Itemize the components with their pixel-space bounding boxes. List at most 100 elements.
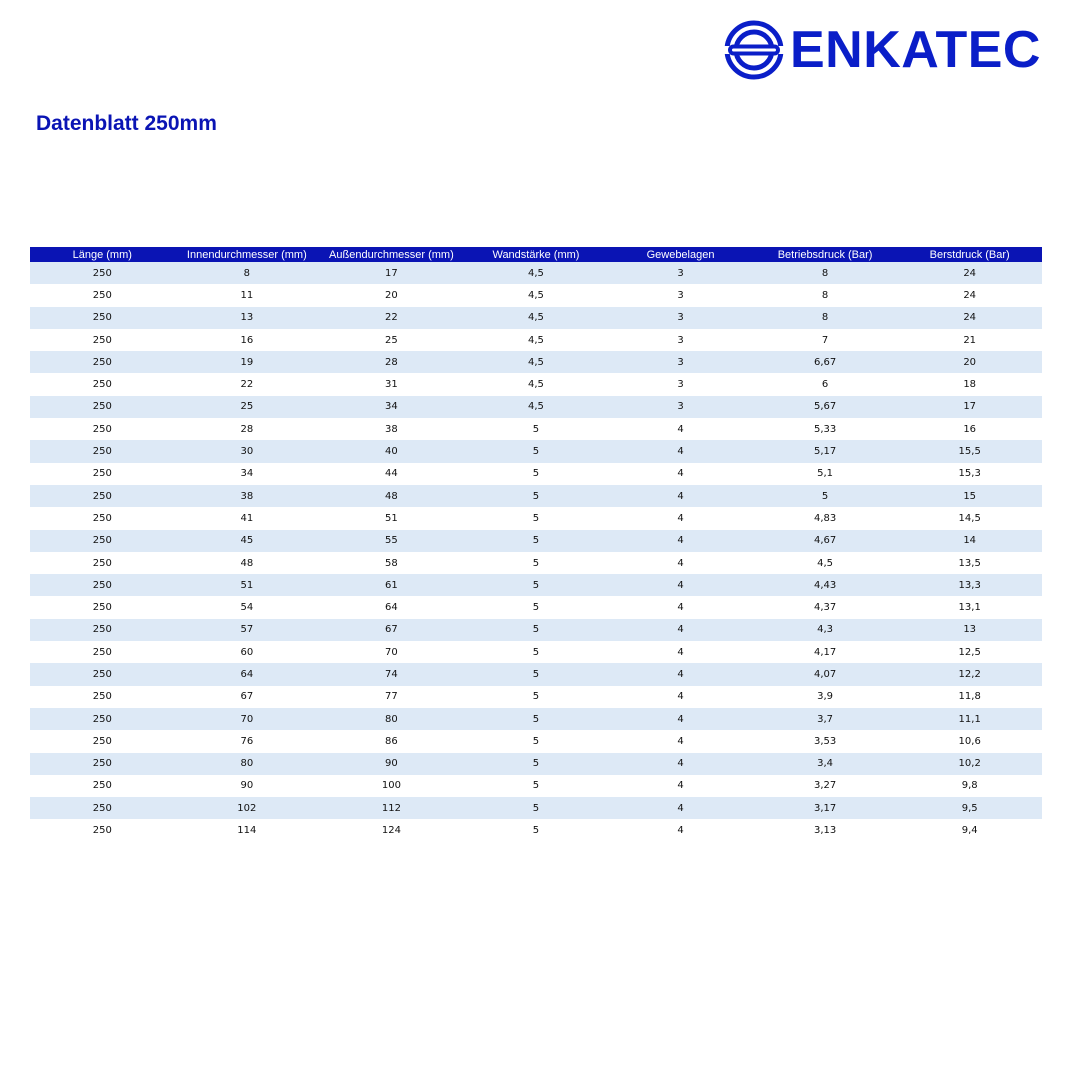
table-cell: 40 xyxy=(319,440,464,463)
table-cell: 22 xyxy=(319,306,464,329)
table-cell: 5 xyxy=(463,551,609,575)
brand-name: ENKATEC xyxy=(790,21,1041,79)
table-cell: 30 xyxy=(174,440,320,463)
table-cell: 16 xyxy=(897,418,1042,441)
table-cell: 54 xyxy=(174,596,320,619)
table-cell: 250 xyxy=(30,797,175,820)
table-cell: 4,67 xyxy=(752,529,898,552)
table-cell: 5,17 xyxy=(752,440,898,463)
table-cell: 3,9 xyxy=(752,685,898,708)
table-row: 250 13 22 4,5 3 8 24 xyxy=(30,306,1042,329)
table-cell: 11,1 xyxy=(897,707,1042,731)
table-row: 250 90 100 5 4 3,27 9,8 xyxy=(30,774,1042,798)
table-cell: 86 xyxy=(319,730,464,753)
table-cell: 4 xyxy=(608,596,753,619)
table-cell: 250 xyxy=(30,819,175,842)
table-cell: 3 xyxy=(608,373,753,396)
table-cell: 14 xyxy=(897,529,1042,552)
table-cell: 60 xyxy=(174,641,320,664)
table-row: 250 16 25 4,5 3 7 21 xyxy=(30,328,1042,352)
table-cell: 58 xyxy=(319,551,464,575)
table-cell: 5 xyxy=(463,574,609,597)
table-cell: 3,17 xyxy=(752,797,898,820)
table-cell: 48 xyxy=(319,484,464,508)
column-header: Außendurchmesser (mm) xyxy=(319,247,464,262)
data-sheet: Länge (mm) Innendurchmesser (mm) Außendurc… xyxy=(30,247,1042,842)
table-cell: 5 xyxy=(463,484,609,508)
table-cell: 5 xyxy=(752,484,898,508)
table-row: 250 19 28 4,5 3 6,67 20 xyxy=(30,351,1042,374)
table-cell: 8 xyxy=(752,284,898,307)
table-cell: 3 xyxy=(608,395,753,419)
table-cell: 34 xyxy=(319,395,464,419)
table-cell: 5 xyxy=(463,641,609,664)
table-header-row: Länge (mm) Innendurchmesser (mm) Außendurc… xyxy=(30,247,1042,262)
table-row: 250 51 61 5 4 4,43 13,3 xyxy=(30,574,1042,597)
table-cell: 3,53 xyxy=(752,730,898,753)
table-row: 250 30 40 5 4 5,17 15,5 xyxy=(30,440,1042,463)
table-row: 250 38 48 5 4 5 15 xyxy=(30,484,1042,508)
table-cell: 70 xyxy=(319,641,464,664)
table-cell: 5 xyxy=(463,774,609,798)
table-row: 250 34 44 5 4 5,1 15,3 xyxy=(30,462,1042,485)
table-cell: 4 xyxy=(608,663,753,686)
table-cell: 38 xyxy=(319,418,464,441)
table-cell: 4,5 xyxy=(463,351,609,374)
table-cell: 5 xyxy=(463,730,609,753)
table-cell: 4,3 xyxy=(752,618,898,642)
table-cell: 124 xyxy=(319,819,464,842)
table-cell: 13 xyxy=(897,618,1042,642)
table-cell: 25 xyxy=(319,328,464,352)
table-cell: 24 xyxy=(897,262,1042,285)
table-row: 250 80 90 5 4 3,4 10,2 xyxy=(30,752,1042,775)
table-row: 250 76 86 5 4 3,53 10,6 xyxy=(30,730,1042,753)
table-cell: 3 xyxy=(608,306,753,329)
table-cell: 4 xyxy=(608,641,753,664)
table-cell: 28 xyxy=(319,351,464,374)
table-cell: 4,07 xyxy=(752,663,898,686)
table-cell: 250 xyxy=(30,262,175,285)
table-cell: 34 xyxy=(174,462,320,485)
table-cell: 22 xyxy=(174,373,320,396)
table-row: 250 57 67 5 4 4,3 13 xyxy=(30,618,1042,642)
table-cell: 3,7 xyxy=(752,707,898,731)
table-row: 250 70 80 5 4 3,7 11,1 xyxy=(30,707,1042,731)
table-cell: 5,67 xyxy=(752,395,898,419)
table-cell: 4,5 xyxy=(752,551,898,575)
table-row: 250 54 64 5 4 4,37 13,1 xyxy=(30,596,1042,619)
table-cell: 4,83 xyxy=(752,507,898,530)
table-cell: 5 xyxy=(463,685,609,708)
table-cell: 250 xyxy=(30,529,175,552)
table-cell: 5 xyxy=(463,440,609,463)
table-cell: 64 xyxy=(319,596,464,619)
table-cell: 250 xyxy=(30,730,175,753)
table-cell: 250 xyxy=(30,351,175,374)
column-header: Länge (mm) xyxy=(30,247,175,262)
table-cell: 5 xyxy=(463,596,609,619)
table-cell: 20 xyxy=(897,351,1042,374)
table-cell: 4 xyxy=(608,819,753,842)
table-cell: 5 xyxy=(463,707,609,731)
table-body: 250 8 17 4,5 3 8 24 250 11 20 4,5 3 8 24 250 13 22 4,5 3 8 2… xyxy=(30,262,1042,842)
table-row: 250 28 38 5 4 5,33 16 xyxy=(30,418,1042,441)
table-cell: 44 xyxy=(319,462,464,485)
table-cell: 4 xyxy=(608,418,753,441)
table-cell: 21 xyxy=(897,328,1042,352)
table-cell: 5,1 xyxy=(752,462,898,485)
column-header: Innendurchmesser (mm) xyxy=(174,247,320,262)
table-cell: 15,5 xyxy=(897,440,1042,463)
table-cell: 20 xyxy=(319,284,464,307)
table-cell: 4,5 xyxy=(463,284,609,307)
table-cell: 4,5 xyxy=(463,328,609,352)
table-cell: 4 xyxy=(608,440,753,463)
table-cell: 4 xyxy=(608,529,753,552)
table-cell: 4 xyxy=(608,707,753,731)
table-row: 250 48 58 5 4 4,5 13,5 xyxy=(30,551,1042,575)
table-cell: 76 xyxy=(174,730,320,753)
table-row: 250 64 74 5 4 4,07 12,2 xyxy=(30,663,1042,686)
table-cell: 250 xyxy=(30,373,175,396)
table-cell: 250 xyxy=(30,574,175,597)
table-cell: 250 xyxy=(30,685,175,708)
table-cell: 11,8 xyxy=(897,685,1042,708)
table-cell: 12,5 xyxy=(897,641,1042,664)
